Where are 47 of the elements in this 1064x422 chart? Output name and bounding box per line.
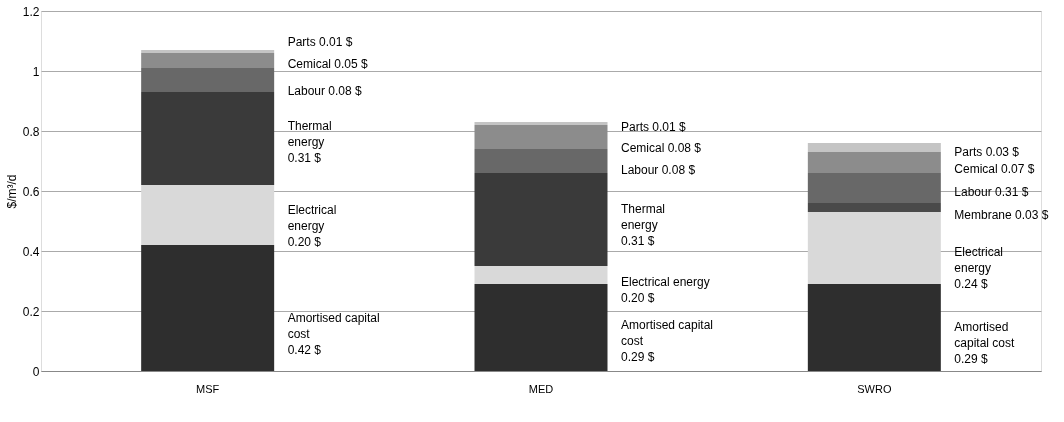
annotation: Cemical 0.07 $ [954, 162, 1035, 176]
annotation: Labour 0.31 $ [954, 185, 1029, 199]
annotation: Electrical energy 0.20 $ [621, 275, 710, 305]
annotation: Labour 0.08 $ [621, 163, 696, 177]
x-tick-label: SWRO [857, 382, 892, 395]
bar [807, 152, 941, 173]
y-tick-label: 1.2 [22, 4, 40, 19]
bar [474, 122, 608, 125]
bar [141, 245, 275, 371]
annotation: Parts 0.01 $ [287, 35, 353, 49]
y-tick-label: 0.8 [22, 124, 40, 139]
y-tick-label: 0.6 [22, 184, 40, 199]
annotation: Cemical 0.08 $ [621, 141, 702, 155]
annotation: Thermal energy 0.31 $ [621, 202, 666, 248]
bar [807, 143, 941, 152]
annotation: Amortised capital cost 0.42 $ [287, 311, 380, 357]
x-tick-label: MED [528, 382, 554, 395]
y-tick-label: 0.4 [22, 244, 40, 259]
y-axis-title: $/m³/d [4, 174, 19, 209]
bar [807, 284, 941, 371]
y-tick-label: 1 [32, 64, 40, 79]
bar [474, 284, 608, 371]
bar [141, 92, 275, 185]
annotation: Amortised capital cost 0.29 $ [621, 318, 714, 364]
annotation: Amortised capital cost 0.29 $ [954, 320, 1016, 366]
y-tick-label: 0 [32, 364, 40, 379]
annotation: Thermal energy 0.31 $ [287, 119, 332, 165]
x-tick-label: MSF [196, 382, 220, 395]
bar [807, 173, 941, 203]
annotation: Parts 0.01 $ [621, 120, 687, 134]
y-tick-label: 0.2 [22, 304, 40, 319]
bar [807, 203, 941, 212]
annotation: Parts 0.03 $ [954, 145, 1020, 159]
bar [141, 185, 275, 245]
annotation: Electrical energy 0.20 $ [287, 203, 337, 249]
annotation: Labour 0.08 $ [287, 84, 363, 98]
bar [474, 125, 608, 149]
bar [141, 53, 275, 68]
bar [474, 173, 608, 266]
bar [807, 212, 941, 284]
annotation: Membrane 0.03 $ [954, 208, 1049, 222]
bar [474, 266, 608, 284]
annotation: Electrical energy 0.24 $ [954, 245, 1004, 291]
bar [474, 149, 608, 173]
annotation: Cemical 0.05 $ [287, 57, 369, 71]
bar [141, 50, 275, 53]
bar [141, 68, 275, 92]
